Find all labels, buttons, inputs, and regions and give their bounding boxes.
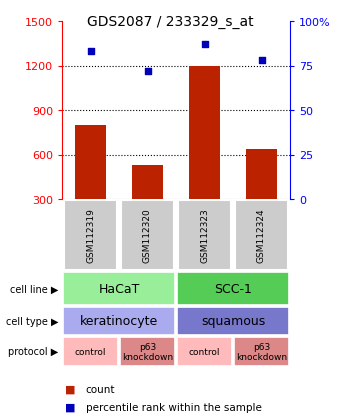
Text: p63
knockdown: p63 knockdown xyxy=(122,342,173,361)
Text: cell line ▶: cell line ▶ xyxy=(10,284,58,294)
FancyBboxPatch shape xyxy=(178,201,231,270)
FancyBboxPatch shape xyxy=(235,201,288,270)
Text: protocol ▶: protocol ▶ xyxy=(8,347,58,357)
Text: GDS2087 / 233329_s_at: GDS2087 / 233329_s_at xyxy=(87,15,253,29)
Text: p63
knockdown: p63 knockdown xyxy=(236,342,287,361)
Bar xyxy=(75,126,106,199)
Text: cell type ▶: cell type ▶ xyxy=(6,316,58,326)
Text: count: count xyxy=(86,384,115,394)
FancyBboxPatch shape xyxy=(63,337,118,366)
Point xyxy=(259,58,264,64)
FancyBboxPatch shape xyxy=(120,337,175,366)
Text: control: control xyxy=(189,347,220,356)
FancyBboxPatch shape xyxy=(121,201,174,270)
Text: percentile rank within the sample: percentile rank within the sample xyxy=(86,402,262,412)
Text: HaCaT: HaCaT xyxy=(98,282,140,295)
Text: squamous: squamous xyxy=(201,315,265,328)
FancyBboxPatch shape xyxy=(63,273,175,305)
FancyBboxPatch shape xyxy=(177,307,289,335)
Text: GSM112319: GSM112319 xyxy=(86,208,95,263)
Point xyxy=(88,49,93,55)
Text: GSM112323: GSM112323 xyxy=(200,208,209,263)
Point xyxy=(202,42,207,48)
FancyBboxPatch shape xyxy=(234,337,289,366)
FancyBboxPatch shape xyxy=(63,307,175,335)
Point xyxy=(145,69,150,75)
Text: GSM112320: GSM112320 xyxy=(143,208,152,263)
Text: GSM112324: GSM112324 xyxy=(257,208,266,263)
Text: SCC-1: SCC-1 xyxy=(214,282,252,295)
Bar xyxy=(189,66,220,199)
Text: keratinocyte: keratinocyte xyxy=(80,315,158,328)
Text: ■: ■ xyxy=(65,384,76,394)
Text: ■: ■ xyxy=(65,402,76,412)
Bar xyxy=(246,149,277,199)
FancyBboxPatch shape xyxy=(177,273,289,305)
FancyBboxPatch shape xyxy=(177,337,232,366)
FancyBboxPatch shape xyxy=(64,201,117,270)
Text: control: control xyxy=(75,347,106,356)
Bar xyxy=(132,166,163,199)
